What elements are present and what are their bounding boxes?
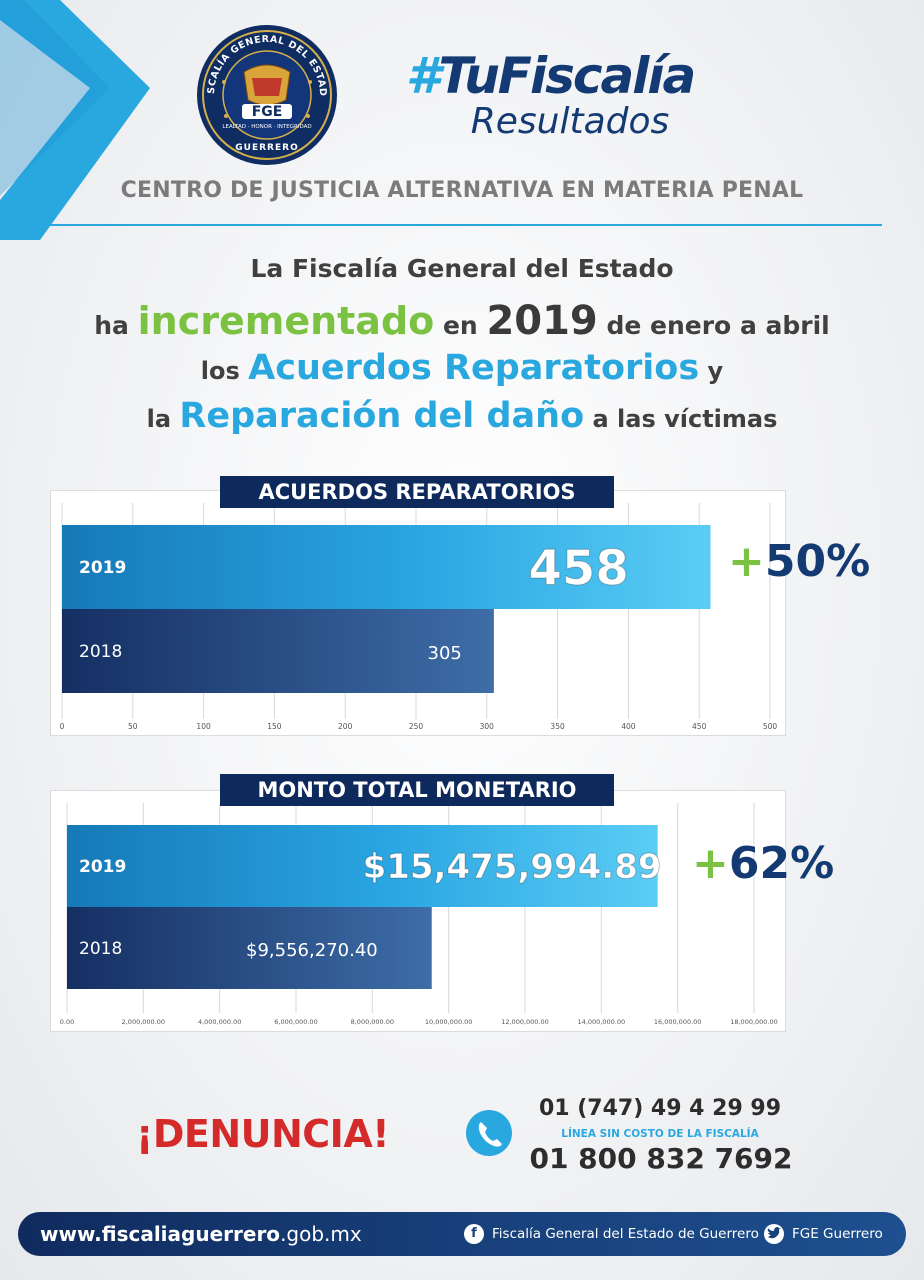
phone-icon[interactable]: [466, 1110, 512, 1156]
x-tick-label: 10,000,000.00: [425, 1018, 473, 1026]
x-tick-label: 14,000,000.00: [578, 1018, 626, 1026]
section-title: CENTRO DE JUSTICIA ALTERNATIVA EN MATERI…: [120, 178, 804, 203]
headline-line-3: los Acuerdos Reparatorios y: [200, 348, 724, 388]
x-tick-label: 16,000,000.00: [654, 1018, 702, 1026]
headline-line-1: La Fiscalía General del Estado: [250, 254, 674, 283]
facebook-icon[interactable]: f: [464, 1224, 484, 1244]
bar-value-label: 458: [529, 540, 629, 596]
bar-value-label: $15,475,994.89: [363, 847, 662, 887]
corner-arrow-decoration: [0, 0, 150, 240]
twitter-icon[interactable]: [764, 1224, 784, 1244]
x-tick-label: 500: [763, 722, 778, 731]
headline-line-2: ha incrementado en 2019 de enero a abril: [94, 298, 830, 344]
bar-category-label: 2019: [79, 857, 126, 877]
website-link[interactable]: www.fiscaliaguerrero.gob.mx: [40, 1222, 362, 1246]
facebook-label[interactable]: Fiscalía General del Estado de Guerrero: [492, 1226, 759, 1242]
logo-ring-bottom-text: GUERRERO: [235, 143, 298, 153]
chart-acuerdos-svg: 0 50 100 150 200 250 300 350 400 450 500 2019 458 201…: [60, 503, 778, 731]
x-tick-label: 200: [338, 722, 353, 731]
x-tick-label: 50: [128, 722, 138, 731]
x-tick-label: 0: [60, 722, 65, 731]
x-tick-label: 350: [550, 722, 565, 731]
hashtag-subtitle: Resultados: [470, 101, 670, 142]
phone-number-local[interactable]: 01 (747) 49 4 29 99: [538, 1096, 782, 1121]
x-tick-label: 4,000,000.00: [198, 1018, 241, 1026]
chart-monto-svg: 0.00 2,000,000.00 4,000,000.00 6,000,000.00…: [60, 803, 778, 1026]
x-tick-label: 100: [196, 722, 211, 731]
x-tick-label: 18,000,000.00: [730, 1018, 778, 1026]
chart-panel-acuerdos: 0 50 100 150 200 250 300 350 400 450 500 2019 458 201…: [50, 490, 786, 736]
bar-category-label: 2018: [79, 642, 122, 662]
x-tick-label: 300: [480, 722, 495, 731]
phone-number-tollfree[interactable]: 01 800 832 7692: [529, 1142, 793, 1175]
chart-annotation-monto: +62%: [692, 838, 835, 889]
bar-2019: [62, 525, 711, 609]
bar-2018: [67, 907, 432, 989]
x-tick-label: 150: [267, 722, 282, 731]
chart-title-monto: MONTO TOTAL MONETARIO: [220, 774, 614, 806]
x-tick-label: 450: [692, 722, 707, 731]
x-tick-label: 12,000,000.00: [501, 1018, 549, 1026]
bar-2019: [67, 825, 658, 907]
bar-category-label: 2018: [79, 939, 122, 959]
headline-line-4: la Reparación del daño a las víctimas: [146, 396, 778, 436]
chart-title-acuerdos: ACUERDOS REPARATORIOS: [220, 476, 614, 508]
twitter-label[interactable]: FGE Guerrero: [792, 1226, 883, 1242]
hashtag-title: #TuFiscalía: [405, 47, 697, 105]
chart-annotation-acuerdos: +50%: [728, 536, 871, 587]
logo-center-text: FGE: [252, 104, 283, 120]
highlight-acuerdos: Acuerdos Reparatorios: [248, 348, 700, 388]
bar-category-label: 2019: [79, 558, 126, 578]
denuncia-heading: ¡DENUNCIA!: [136, 1112, 390, 1156]
highlight-incrementado: incrementado: [137, 299, 435, 343]
bar-2018: [62, 609, 494, 693]
x-tick-label: 8,000,000.00: [351, 1018, 394, 1026]
x-tick-label: 250: [409, 722, 424, 731]
hotline-label: LÍNEA SIN COSTO DE LA FISCALÍA: [561, 1128, 759, 1140]
logo-ribbon-text: LEALTAD · HONOR · INTEGRIDAD: [222, 124, 311, 130]
chart-panel-monto: 0.00 2,000,000.00 4,000,000.00 6,000,000.00…: [50, 790, 786, 1032]
x-tick-label: 2,000,000.00: [122, 1018, 165, 1026]
bar-value-label: $9,556,270.40: [246, 940, 378, 961]
x-tick-label: 0.00: [60, 1018, 74, 1026]
footer-bar: [18, 1212, 906, 1256]
x-tick-label: 6,000,000.00: [274, 1018, 317, 1026]
highlight-year: 2019: [486, 298, 598, 344]
bar-value-label: 305: [428, 643, 462, 664]
highlight-reparacion: Reparación del daño: [179, 396, 585, 436]
title-divider: [42, 224, 882, 226]
fge-logo: FISCALÍA GENERAL DEL ESTADO FGE LEALTAD …: [196, 24, 337, 165]
x-tick-label: 400: [621, 722, 636, 731]
